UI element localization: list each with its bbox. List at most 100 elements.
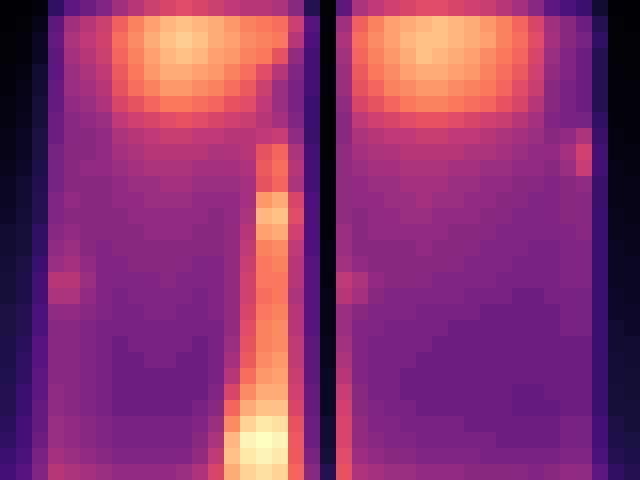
heatmap-cell — [592, 48, 609, 65]
heatmap-cell — [144, 48, 161, 65]
heatmap-cell — [32, 160, 49, 177]
heatmap-cell — [432, 416, 449, 433]
heatmap-cell — [320, 464, 337, 480]
heatmap-cell — [368, 336, 385, 353]
heatmap-cell — [128, 192, 145, 209]
heatmap-cell — [352, 112, 369, 129]
heatmap-cell — [400, 368, 417, 385]
heatmap-cell — [384, 304, 401, 321]
heatmap-cell — [80, 240, 97, 257]
heatmap-cell — [16, 0, 33, 17]
heatmap-cell — [624, 448, 640, 465]
heatmap-cell — [160, 160, 177, 177]
heatmap-cell — [208, 112, 225, 129]
heatmap-cell — [336, 240, 353, 257]
heatmap-cell — [320, 112, 337, 129]
heatmap-cell — [352, 64, 369, 81]
heatmap-cell — [560, 160, 577, 177]
heatmap-cell — [336, 96, 353, 113]
heatmap-cell — [112, 384, 129, 401]
heatmap-cell — [112, 368, 129, 385]
heatmap-cell — [608, 112, 625, 129]
heatmap-cell — [256, 240, 273, 257]
heatmap-cell — [608, 160, 625, 177]
heatmap-cell — [544, 112, 561, 129]
heatmap-cell — [96, 192, 113, 209]
heatmap-cell — [224, 384, 241, 401]
heatmap-cell — [32, 176, 49, 193]
heatmap-cell — [368, 176, 385, 193]
heatmap-cell — [192, 288, 209, 305]
heatmap-cell — [32, 304, 49, 321]
heatmap-cell — [208, 464, 225, 480]
heatmap-cell — [624, 256, 640, 273]
heatmap-cell — [384, 16, 401, 33]
heatmap-cell — [16, 320, 33, 337]
heatmap-cell — [112, 80, 129, 97]
heatmap-cell — [336, 368, 353, 385]
heatmap-cell — [80, 320, 97, 337]
heatmap-cell — [240, 432, 257, 449]
heatmap-cell — [624, 464, 640, 480]
heatmap-cell — [528, 64, 545, 81]
heatmap-cell — [224, 368, 241, 385]
heatmap-cell — [176, 80, 193, 97]
heatmap-cell — [496, 32, 513, 49]
heatmap-cell — [224, 352, 241, 369]
heatmap-cell — [464, 144, 481, 161]
heatmap-cell — [544, 384, 561, 401]
heatmap-cell — [240, 464, 257, 480]
heatmap-cell — [304, 32, 321, 49]
heatmap-cell — [480, 16, 497, 33]
heatmap-cell — [96, 112, 113, 129]
heatmap-cell — [176, 192, 193, 209]
heatmap-cell — [304, 368, 321, 385]
heatmap-cell — [384, 416, 401, 433]
heatmap-cells — [0, 0, 640, 480]
heatmap-cell — [160, 384, 177, 401]
heatmap-cell — [64, 224, 81, 241]
heatmap-cell — [592, 64, 609, 81]
heatmap-cell — [48, 48, 65, 65]
heatmap-cell — [608, 48, 625, 65]
heatmap-cell — [448, 128, 465, 145]
heatmap-cell — [384, 256, 401, 273]
heatmap-cell — [432, 144, 449, 161]
heatmap-cell — [624, 368, 640, 385]
heatmap-cell — [608, 96, 625, 113]
heatmap-cell — [624, 96, 640, 113]
heatmap-cell — [272, 288, 289, 305]
heatmap-cell — [480, 352, 497, 369]
heatmap-cell — [288, 384, 305, 401]
heatmap-cell — [432, 64, 449, 81]
heatmap-cell — [592, 240, 609, 257]
heatmap-cell — [368, 128, 385, 145]
heatmap-cell — [608, 80, 625, 97]
heatmap-cell — [464, 0, 481, 17]
heatmap-cell — [96, 80, 113, 97]
heatmap-cell — [288, 240, 305, 257]
heatmap-cell — [128, 64, 145, 81]
heatmap-cell — [160, 32, 177, 49]
heatmap-cell — [48, 464, 65, 480]
heatmap-cell — [512, 320, 529, 337]
heatmap-cell — [448, 80, 465, 97]
heatmap-cell — [320, 368, 337, 385]
heatmap-cell — [624, 80, 640, 97]
heatmap-cell — [464, 160, 481, 177]
heatmap-cell — [304, 384, 321, 401]
heatmap-cell — [384, 448, 401, 465]
heatmap-cell — [464, 288, 481, 305]
heatmap-cell — [0, 272, 17, 289]
heatmap-cell — [80, 208, 97, 225]
heatmap-cell — [512, 128, 529, 145]
heatmap-cell — [128, 384, 145, 401]
heatmap-cell — [192, 32, 209, 49]
heatmap-cell — [352, 448, 369, 465]
heatmap-cell — [304, 400, 321, 417]
heatmap-cell — [544, 336, 561, 353]
heatmap-cell — [576, 256, 593, 273]
heatmap-cell — [336, 288, 353, 305]
heatmap-cell — [80, 160, 97, 177]
heatmap-cell — [160, 352, 177, 369]
